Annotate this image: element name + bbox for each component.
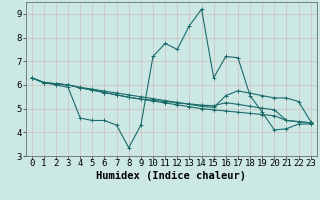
X-axis label: Humidex (Indice chaleur): Humidex (Indice chaleur) [96, 171, 246, 181]
